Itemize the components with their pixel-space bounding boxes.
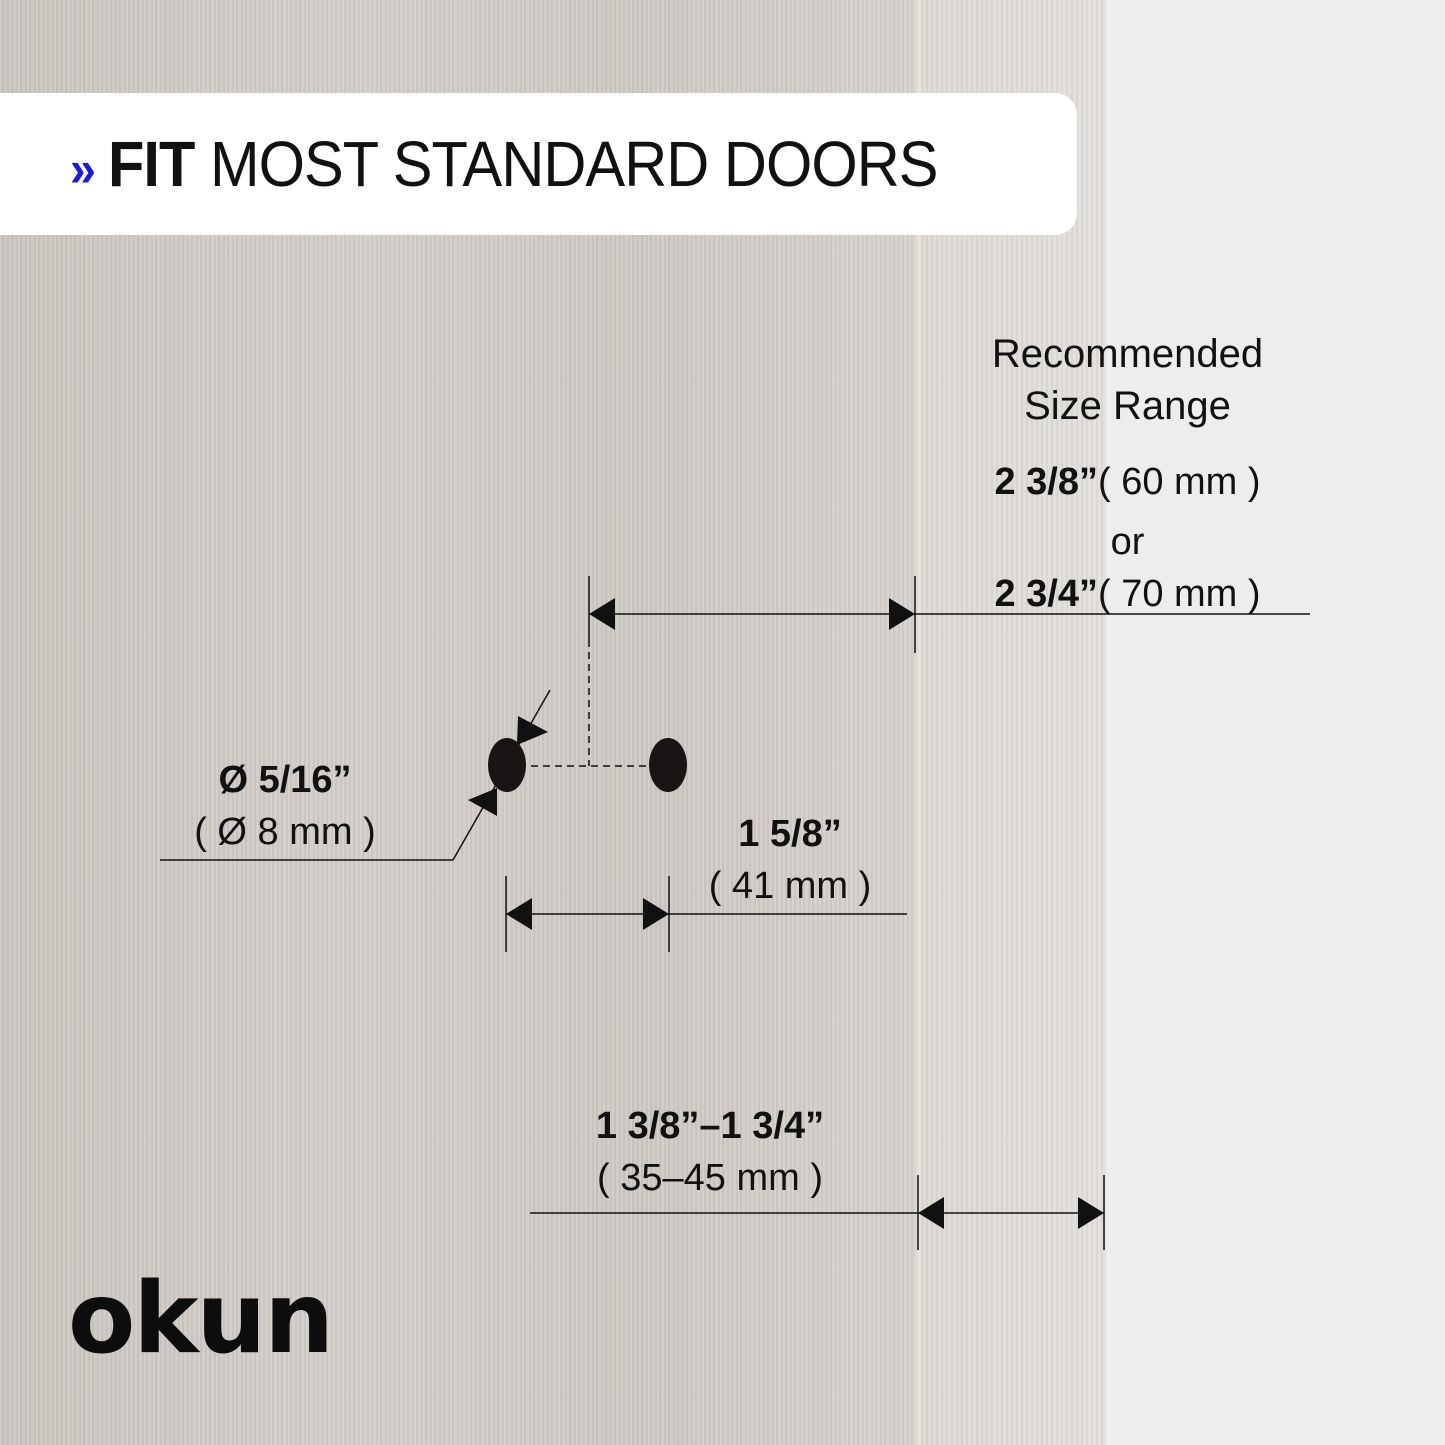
heading-line-1: Recommended xyxy=(991,332,1264,376)
door-thickness-label: 1 3/8”–1 3/4” ( 35–45 mm ) xyxy=(540,1100,880,1204)
hole-spacing-mm: ( 41 mm ) xyxy=(708,865,872,907)
arrow-right-icon xyxy=(643,898,669,930)
hole-diameter-inch: Ø 5/16” xyxy=(218,759,352,801)
door-face xyxy=(0,0,916,1445)
door-thickness-inch: 1 3/8”–1 3/4” xyxy=(595,1105,825,1147)
hole-left xyxy=(488,738,526,792)
hole-right xyxy=(649,738,687,792)
arrow-right-icon xyxy=(889,598,915,630)
recommended-heading: Recommended Size Range xyxy=(940,328,1315,432)
hole-diameter-label: Ø 5/16” ( Ø 8 mm ) xyxy=(160,754,410,858)
title-bold: FIT xyxy=(107,128,195,200)
door-edge xyxy=(916,0,1106,1445)
background xyxy=(1106,0,1445,1445)
arrow-right-icon xyxy=(1078,1197,1104,1229)
hole-spacing-label: 1 5/8” ( 41 mm ) xyxy=(680,808,900,912)
backset-options: 2 3/8”( 60 mm ) or 2 3/4”( 70 mm ) xyxy=(940,456,1315,628)
arrow-left-icon xyxy=(589,598,615,630)
arrow-down-icon xyxy=(517,716,548,745)
arrow-left-icon xyxy=(506,898,532,930)
hole-diameter-mm: ( Ø 8 mm ) xyxy=(194,811,376,853)
title-banner: » FIT MOST STANDARD DOORS xyxy=(0,93,1077,235)
backset-option-1-inch: 2 3/8” xyxy=(994,461,1098,503)
brand-logo: OKUN xyxy=(68,1262,334,1376)
door-thickness-mm: ( 35–45 mm ) xyxy=(597,1157,823,1199)
backset-or: or xyxy=(1110,521,1145,563)
backset-option-1-mm: ( 60 mm ) xyxy=(1097,461,1261,503)
page-title: » FIT MOST STANDARD DOORS xyxy=(70,127,938,201)
backset-option-2-inch: 2 3/4” xyxy=(994,573,1098,615)
backset-option-2-mm: ( 70 mm ) xyxy=(1097,573,1261,615)
hole-spacing-inch: 1 5/8” xyxy=(738,813,842,855)
heading-line-2: Size Range xyxy=(1024,384,1231,428)
title-rest: MOST STANDARD DOORS xyxy=(210,128,938,200)
arrow-left-icon xyxy=(918,1197,944,1229)
double-chevron-right-icon: » xyxy=(70,141,96,197)
arrow-up-icon xyxy=(468,788,497,816)
